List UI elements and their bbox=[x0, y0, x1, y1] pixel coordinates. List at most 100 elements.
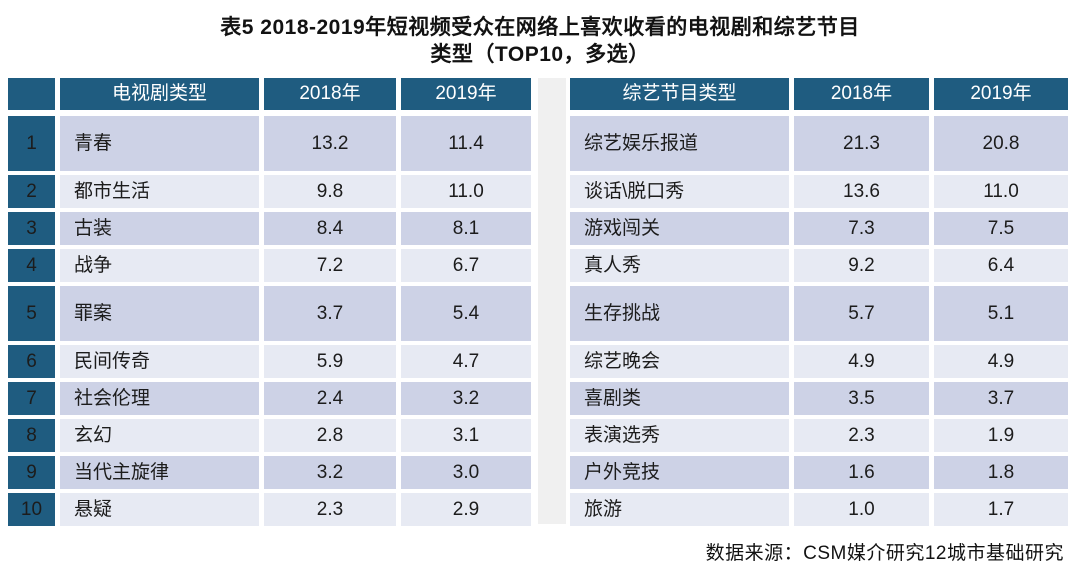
table-row: 综艺娱乐报道 21.3 20.8 bbox=[570, 116, 1068, 171]
table-row: 9 当代主旋律 3.2 3.0 bbox=[8, 456, 531, 489]
table-row: 2 都市生活 9.8 11.0 bbox=[8, 175, 531, 208]
type-cell: 当代主旋律 bbox=[60, 456, 259, 489]
table-row: 3 古装 8.4 8.1 bbox=[8, 212, 531, 245]
table-row: 谈话\脱口秀 13.6 11.0 bbox=[570, 175, 1068, 208]
value-2019-cell: 6.7 bbox=[401, 249, 531, 282]
variety-show-table: 综艺节目类型 2018年 2019年 综艺娱乐报道 21.3 20.8 谈话\脱… bbox=[570, 78, 1068, 526]
rank-cell: 6 bbox=[8, 345, 55, 378]
table-row: 7 社会伦理 2.4 3.2 bbox=[8, 382, 531, 415]
rank-cell: 8 bbox=[8, 419, 55, 452]
rank-cell: 9 bbox=[8, 456, 55, 489]
table-row: 6 民间传奇 5.9 4.7 bbox=[8, 345, 531, 378]
rank-cell: 3 bbox=[8, 212, 55, 245]
variety-header-row: 综艺节目类型 2018年 2019年 bbox=[570, 78, 1068, 110]
type-cell: 表演选秀 bbox=[570, 419, 789, 452]
type-cell: 社会伦理 bbox=[60, 382, 259, 415]
rank-cell: 5 bbox=[8, 286, 55, 341]
rank-header-cell bbox=[8, 78, 55, 110]
value-2019-cell: 20.8 bbox=[934, 116, 1068, 171]
table-row: 表演选秀 2.3 1.9 bbox=[570, 419, 1068, 452]
value-2018-cell: 5.9 bbox=[264, 345, 396, 378]
year-2019-header-cell: 2019年 bbox=[934, 78, 1068, 110]
table-row: 10 悬疑 2.3 2.9 bbox=[8, 493, 531, 526]
table-title: 表5 2018-2019年短视频受众在网络上喜欢收看的电视剧和综艺节目 类型（T… bbox=[0, 14, 1080, 68]
tables-area: 电视剧类型 2018年 2019年 1 青春 13.2 11.4 2 都市生活 … bbox=[8, 78, 1072, 526]
value-2018-cell: 3.5 bbox=[794, 382, 929, 415]
value-2018-cell: 13.6 bbox=[794, 175, 929, 208]
value-2018-cell: 2.3 bbox=[794, 419, 929, 452]
value-2018-cell: 9.2 bbox=[794, 249, 929, 282]
value-2018-cell: 21.3 bbox=[794, 116, 929, 171]
table-title-line2: 类型（TOP10，多选） bbox=[430, 43, 650, 66]
value-2019-cell: 7.5 bbox=[934, 212, 1068, 245]
table-row: 真人秀 9.2 6.4 bbox=[570, 249, 1068, 282]
table-row: 旅游 1.0 1.7 bbox=[570, 493, 1068, 526]
type-cell: 谈话\脱口秀 bbox=[570, 175, 789, 208]
value-2018-cell: 4.9 bbox=[794, 345, 929, 378]
value-2018-cell: 7.3 bbox=[794, 212, 929, 245]
data-source-note: 数据来源：CSM媒介研究12城市基础研究 bbox=[705, 543, 1064, 564]
type-cell: 生存挑战 bbox=[570, 286, 789, 341]
type-cell: 户外竞技 bbox=[570, 456, 789, 489]
year-2018-header-cell: 2018年 bbox=[794, 78, 929, 110]
value-2019-cell: 3.0 bbox=[401, 456, 531, 489]
value-2018-cell: 7.2 bbox=[264, 249, 396, 282]
value-2019-cell: 4.7 bbox=[401, 345, 531, 378]
value-2018-cell: 3.7 bbox=[264, 286, 396, 341]
type-cell: 古装 bbox=[60, 212, 259, 245]
value-2018-cell: 1.0 bbox=[794, 493, 929, 526]
rank-cell: 7 bbox=[8, 382, 55, 415]
value-2019-cell: 11.4 bbox=[401, 116, 531, 171]
value-2018-cell: 13.2 bbox=[264, 116, 396, 171]
rank-cell: 10 bbox=[8, 493, 55, 526]
value-2019-cell: 6.4 bbox=[934, 249, 1068, 282]
type-cell: 都市生活 bbox=[60, 175, 259, 208]
type-header-cell: 综艺节目类型 bbox=[570, 78, 789, 110]
table-row: 户外竞技 1.6 1.8 bbox=[570, 456, 1068, 489]
type-cell: 悬疑 bbox=[60, 493, 259, 526]
table-row: 游戏闯关 7.3 7.5 bbox=[570, 212, 1068, 245]
value-2019-cell: 3.1 bbox=[401, 419, 531, 452]
type-cell: 罪案 bbox=[60, 286, 259, 341]
value-2019-cell: 1.8 bbox=[934, 456, 1068, 489]
type-cell: 旅游 bbox=[570, 493, 789, 526]
type-cell: 真人秀 bbox=[570, 249, 789, 282]
type-cell: 玄幻 bbox=[60, 419, 259, 452]
year-2018-header-cell: 2018年 bbox=[264, 78, 396, 110]
table-row: 8 玄幻 2.8 3.1 bbox=[8, 419, 531, 452]
value-2019-cell: 4.9 bbox=[934, 345, 1068, 378]
table-row: 喜剧类 3.5 3.7 bbox=[570, 382, 1068, 415]
tv-drama-header-row: 电视剧类型 2018年 2019年 bbox=[8, 78, 531, 110]
type-cell: 喜剧类 bbox=[570, 382, 789, 415]
value-2019-cell: 1.7 bbox=[934, 493, 1068, 526]
type-cell: 青春 bbox=[60, 116, 259, 171]
type-header-cell: 电视剧类型 bbox=[60, 78, 259, 110]
type-cell: 战争 bbox=[60, 249, 259, 282]
value-2019-cell: 1.9 bbox=[934, 419, 1068, 452]
rank-cell: 2 bbox=[8, 175, 55, 208]
value-2019-cell: 3.2 bbox=[401, 382, 531, 415]
table-title-line1: 表5 2018-2019年短视频受众在网络上喜欢收看的电视剧和综艺节目 bbox=[220, 16, 860, 39]
type-cell: 民间传奇 bbox=[60, 345, 259, 378]
value-2019-cell: 5.1 bbox=[934, 286, 1068, 341]
value-2018-cell: 8.4 bbox=[264, 212, 396, 245]
value-2019-cell: 11.0 bbox=[401, 175, 531, 208]
value-2019-cell: 5.4 bbox=[401, 286, 531, 341]
rank-cell: 1 bbox=[8, 116, 55, 171]
value-2019-cell: 2.9 bbox=[401, 493, 531, 526]
value-2018-cell: 1.6 bbox=[794, 456, 929, 489]
table-divider bbox=[538, 78, 566, 524]
table-row: 1 青春 13.2 11.4 bbox=[8, 116, 531, 171]
value-2018-cell: 9.8 bbox=[264, 175, 396, 208]
value-2019-cell: 3.7 bbox=[934, 382, 1068, 415]
type-cell: 游戏闯关 bbox=[570, 212, 789, 245]
table-row: 5 罪案 3.7 5.4 bbox=[8, 286, 531, 341]
value-2019-cell: 11.0 bbox=[934, 175, 1068, 208]
value-2018-cell: 2.8 bbox=[264, 419, 396, 452]
value-2019-cell: 8.1 bbox=[401, 212, 531, 245]
value-2018-cell: 3.2 bbox=[264, 456, 396, 489]
year-2019-header-cell: 2019年 bbox=[401, 78, 531, 110]
table-row: 4 战争 7.2 6.7 bbox=[8, 249, 531, 282]
type-cell: 综艺娱乐报道 bbox=[570, 116, 789, 171]
tv-drama-table: 电视剧类型 2018年 2019年 1 青春 13.2 11.4 2 都市生活 … bbox=[8, 78, 531, 526]
